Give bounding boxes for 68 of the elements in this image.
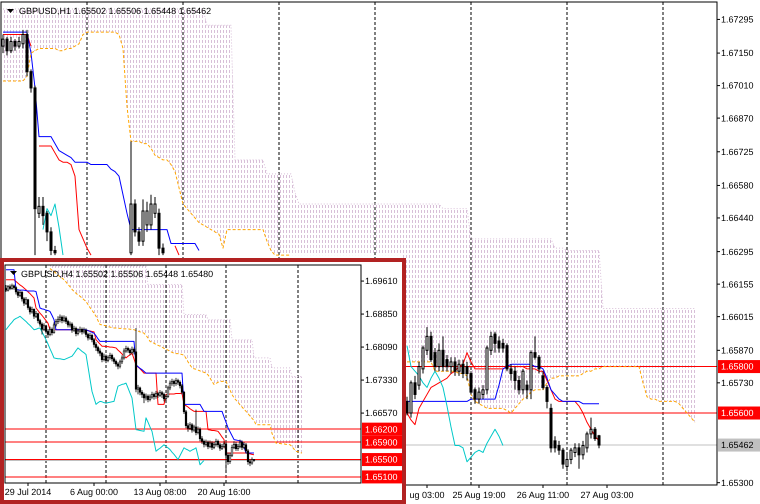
x-tick-label: 27 Aug 03:00 bbox=[580, 490, 634, 500]
candlestick bbox=[514, 366, 516, 390]
candlestick bbox=[446, 354, 448, 372]
y-tick-label: 1.66155 bbox=[721, 279, 754, 290]
y-tick-label: 1.65870 bbox=[721, 345, 754, 356]
line-series bbox=[6, 316, 204, 466]
ref-line-label: 1.65100 bbox=[365, 472, 398, 482]
candlestick bbox=[578, 442, 580, 470]
candlestick bbox=[562, 447, 564, 470]
y-tick-label: 1.66580 bbox=[721, 180, 754, 191]
line-series bbox=[2, 8, 696, 310]
candlestick bbox=[26, 298, 30, 310]
candlestick bbox=[18, 36, 20, 49]
candlestick bbox=[522, 368, 524, 395]
candlestick bbox=[142, 392, 146, 404]
y-tick-label: 1.67010 bbox=[721, 80, 754, 91]
x-tick-label: 20 Aug 16:00 bbox=[197, 487, 251, 497]
y-tick-label: 1.68090 bbox=[365, 342, 398, 352]
candlestick bbox=[450, 356, 452, 374]
candlestick bbox=[586, 431, 588, 453]
candlestick bbox=[36, 312, 40, 324]
ref-line-label: 1.65500 bbox=[365, 454, 398, 465]
candlestick bbox=[538, 354, 540, 374]
x-tick-label: 13 Aug 08:00 bbox=[133, 487, 187, 497]
ref-line-label: 1.65462 bbox=[721, 440, 754, 450]
candlestick bbox=[438, 342, 440, 372]
y-tick-label: 1.68850 bbox=[365, 309, 398, 320]
ref-line-label: 1.65600 bbox=[721, 408, 754, 418]
candlestick bbox=[462, 359, 464, 379]
y-tick-label: 1.66440 bbox=[721, 213, 754, 224]
y-tick-label: 1.66015 bbox=[721, 312, 754, 322]
candlestick bbox=[10, 36, 12, 54]
candlestick bbox=[14, 38, 16, 52]
y-tick-label: 1.66725 bbox=[721, 146, 754, 157]
y-tick-label: 1.66570 bbox=[365, 408, 398, 418]
candlestick bbox=[442, 336, 444, 372]
x-tick-label: 25 Aug 19:00 bbox=[452, 490, 506, 500]
candlestick bbox=[454, 356, 456, 376]
x-tick-label: 29 Jul 2014 bbox=[4, 487, 52, 497]
y-tick-label: 1.65300 bbox=[721, 478, 754, 488]
x-tick-label: 6 Aug 00:00 bbox=[70, 487, 118, 497]
y-tick-label: 1.65730 bbox=[721, 378, 754, 388]
ref-line-label: 1.65800 bbox=[721, 362, 754, 372]
ref-line-label: 1.66200 bbox=[365, 424, 398, 434]
candlestick bbox=[52, 322, 56, 334]
candlestick bbox=[570, 447, 572, 465]
candlestick bbox=[150, 194, 152, 230]
candlestick bbox=[574, 442, 576, 458]
y-tick-label: 1.69610 bbox=[365, 276, 398, 286]
text: GBPUSD,H1 1.65502 1.65506 1.65448 1.65462 bbox=[19, 6, 212, 16]
candlestick bbox=[6, 36, 8, 56]
candlestick bbox=[498, 336, 500, 354]
candlestick bbox=[478, 386, 480, 404]
candlestick bbox=[92, 338, 96, 348]
chart-title: GBPUSD,H4 1.65502 1.65506 1.65448 1.65480 bbox=[21, 269, 214, 279]
y-tick-label: 1.67330 bbox=[365, 375, 398, 386]
candlestick bbox=[122, 348, 126, 360]
candlestick bbox=[458, 359, 460, 376]
x-tick-label: 26 Aug 11:00 bbox=[516, 490, 570, 500]
y-tick-label: 1.66870 bbox=[721, 113, 754, 124]
ref-line-label: 1.65900 bbox=[365, 437, 398, 448]
y-tick-label: 1.67150 bbox=[721, 48, 754, 58]
y-tick-label: 1.66295 bbox=[721, 246, 754, 257]
y-tick-label: 1.67295 bbox=[721, 14, 754, 25]
candlestick bbox=[506, 342, 508, 372]
x-tick-label: ug 03:00 bbox=[409, 490, 445, 500]
candlestick bbox=[494, 331, 496, 354]
candlestick bbox=[594, 426, 596, 442]
